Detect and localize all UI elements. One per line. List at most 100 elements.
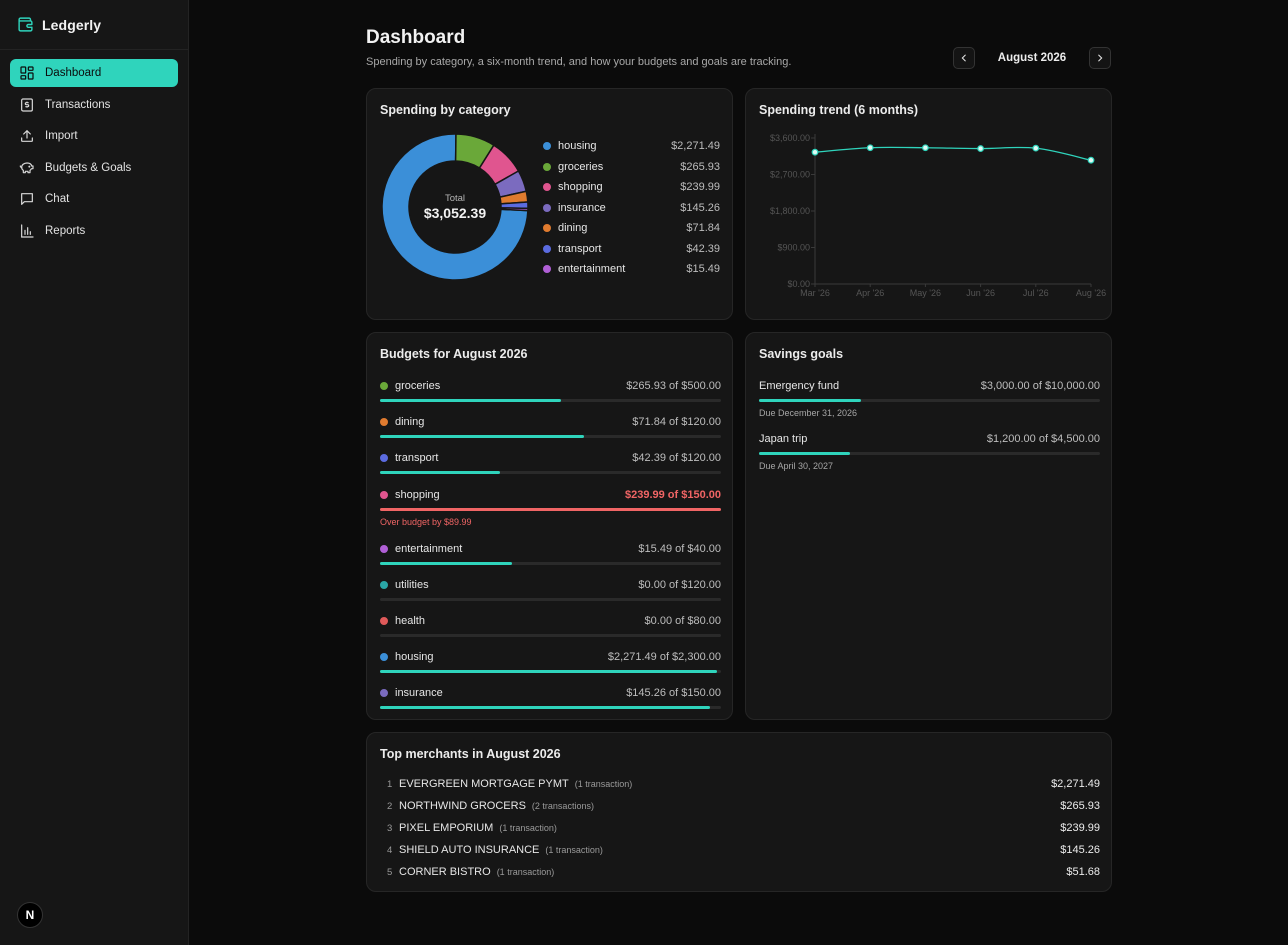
merchant-rank: 1: [387, 778, 393, 790]
budget-row-transport[interactable]: transport $42.39 of $120.00: [380, 451, 721, 475]
budget-progress-fill: [380, 561, 512, 565]
legend-item-insurance: insurance $145.26: [543, 201, 720, 215]
merchant-name: SHIELD AUTO INSURANCE: [399, 844, 540, 856]
goal-name: Japan trip: [759, 433, 808, 445]
y-tick-label: $1,800.00: [770, 206, 810, 216]
next-month-button[interactable]: [1088, 47, 1111, 69]
wallet-icon: [18, 17, 33, 32]
y-tick-label: $0.00: [787, 279, 810, 289]
budget-progress-track: [380, 399, 721, 402]
budget-name: entertainment: [395, 542, 463, 555]
trend-point-5[interactable]: [1032, 144, 1040, 152]
current-month: August 2026: [997, 52, 1067, 64]
legend-value: $42.39: [686, 242, 720, 255]
card-title: Spending by category: [380, 103, 511, 117]
donut-slice-housing[interactable]: [381, 133, 529, 281]
sidebar-item-label: Budgets & Goals: [45, 161, 132, 174]
sidebar-item-import[interactable]: Import: [10, 122, 178, 150]
merchant-row[interactable]: 2 NORTHWIND GROCERS (2 transactions) $265.9…: [387, 799, 1100, 813]
previous-month-button[interactable]: [953, 47, 975, 69]
budget-progress-fill: [380, 670, 717, 674]
merchant-name: PIXEL EMPORIUM: [399, 822, 494, 834]
budget-progress-fill: [380, 507, 721, 511]
sidebar-item-budgets-goals[interactable]: Budgets & Goals: [10, 154, 178, 182]
legend-item-entertainment: entertainment $15.49: [543, 262, 720, 276]
budget-row-utilities[interactable]: utilities $0.00 of $120.00: [380, 578, 721, 601]
legend-value: $145.26: [680, 201, 720, 214]
legend-value: $265.93: [680, 160, 720, 173]
trend-point-2[interactable]: [866, 144, 874, 152]
sidebar-item-dashboard[interactable]: Dashboard: [10, 59, 178, 87]
framework-logo[interactable]: N: [17, 902, 43, 928]
budget-amount: $0.00 of $120.00: [638, 578, 721, 591]
brand[interactable]: Ledgerly: [0, 0, 188, 50]
budget-amount: $2,271.49 of $2,300.00: [607, 651, 721, 664]
merchant-row[interactable]: 4 SHIELD AUTO INSURANCE (1 transaction) $14…: [387, 843, 1100, 857]
merchant-row[interactable]: 3 PIXEL EMPORIUM (1 transaction) $239.99: [387, 821, 1100, 835]
x-tick-label: May '26: [910, 288, 941, 298]
merchant-row[interactable]: 1 EVERGREEN MORTGAGE PYMT (1 transaction) $…: [387, 777, 1100, 791]
budget-row-header: dining $71.84 of $120.00: [380, 415, 721, 429]
legend-label: entertainment: [558, 263, 626, 275]
sidebar-item-reports[interactable]: Reports: [10, 217, 178, 245]
spending-trend-chart: $0.00 $900.00 $1,800.00 $2,700.00 $3,600.00 M…: [770, 133, 1106, 298]
chevron-left-icon: [961, 54, 966, 62]
legend-color-dot: [543, 203, 551, 212]
card-title: Budgets for August 2026: [380, 347, 528, 361]
merchant-total: $239.99: [1060, 822, 1100, 834]
merchant-rank: 5: [387, 866, 393, 878]
legend-label: transport: [558, 242, 602, 255]
budget-name: shopping: [395, 488, 440, 501]
merchant-total: $2,271.49: [1051, 778, 1100, 790]
card-title: Savings goals: [759, 347, 844, 361]
goal-name: Emergency fund: [759, 380, 840, 392]
dashboard-icon: [20, 66, 34, 80]
trend-point-6[interactable]: [1087, 156, 1095, 164]
budget-row-shopping[interactable]: shopping $239.99 of $150.00 Over budget by…: [380, 488, 721, 527]
donut-slice-entertainment[interactable]: [500, 207, 529, 212]
sidebar-item-label: Import: [45, 130, 78, 142]
spending-trend-card: Spending trend (6 months) $0.00 $900.00 $1…: [745, 88, 1112, 320]
page-title: Dashboard: [366, 27, 466, 48]
dollar-doc-icon: [21, 97, 33, 112]
budgets-card: Budgets for August 2026 groceries $265.93…: [366, 332, 733, 720]
budget-row-insurance[interactable]: insurance $145.26 of $150.00: [380, 686, 721, 710]
sidebar-item-chat[interactable]: Chat: [10, 185, 178, 213]
budget-color-dot: [380, 544, 388, 553]
goal-row[interactable]: Emergency fund $3,000.00 of $10,000.00 Due…: [759, 379, 1100, 418]
goal-amount: $3,000.00 of $10,000.00: [980, 380, 1100, 392]
budget-row-entertainment[interactable]: entertainment $15.49 of $40.00: [380, 542, 721, 565]
upload-icon: [21, 129, 33, 142]
legend-color-dot: [543, 265, 551, 273]
budget-row-dining[interactable]: dining $71.84 of $120.00: [380, 415, 721, 439]
spending-by-category-card: Spending by category Total $3,052.39 hou…: [366, 88, 733, 320]
goal-due-date: Due April 30, 2027: [759, 461, 834, 471]
y-tick-label: $900.00: [777, 243, 810, 253]
trend-point-1[interactable]: [811, 148, 819, 156]
chevron-right-icon: [1098, 54, 1103, 62]
merchant-row[interactable]: 5 CORNER BISTRO (1 transaction) $51.68: [387, 865, 1100, 879]
sidebar-item-label: Transactions: [45, 98, 111, 111]
sidebar-item-label: Reports: [45, 224, 86, 237]
legend-color-dot: [543, 142, 551, 150]
budget-row-groceries[interactable]: groceries $265.93 of $500.00: [380, 379, 721, 402]
goal-row-header: Japan trip $1,200.00 of $4,500.00: [759, 432, 1100, 446]
budget-row-housing[interactable]: housing $2,271.49 of $2,300.00: [380, 650, 721, 674]
legend-value: $239.99: [680, 181, 720, 193]
trend-point-3[interactable]: [921, 144, 929, 152]
trend-point-4[interactable]: [977, 145, 985, 152]
budget-row-health[interactable]: health $0.00 of $80.00: [380, 614, 721, 637]
goal-row[interactable]: Japan trip $1,200.00 of $4,500.00 Due Apri…: [759, 432, 1100, 471]
budget-progress-track: [380, 597, 721, 601]
budget-row-header: health $0.00 of $80.00: [380, 614, 721, 628]
legend-color-dot: [543, 244, 551, 253]
budget-name: housing: [395, 651, 434, 664]
budget-color-dot: [380, 580, 388, 589]
legend-color-dot: [543, 224, 551, 232]
sidebar-item-transactions[interactable]: Transactions: [10, 91, 178, 119]
legend-color-dot: [543, 183, 551, 191]
card-title: Spending trend (6 months): [759, 103, 919, 117]
donut-total-label: Total: [445, 193, 465, 204]
y-tick-label: $3,600.00: [770, 133, 810, 143]
budget-progress-track: [380, 507, 721, 511]
